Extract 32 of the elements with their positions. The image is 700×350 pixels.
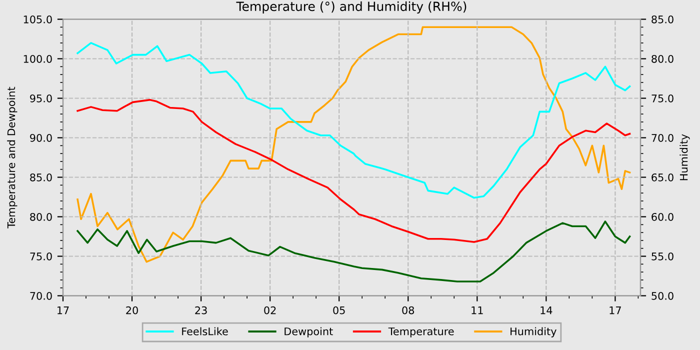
x-tick-label: 17: [58, 306, 69, 314]
legend-label: FeelsLike: [182, 327, 228, 336]
y-axis-title: Temperature and Dewpoint: [7, 86, 18, 228]
y2-axis-title: Humidity: [680, 134, 690, 180]
x-tick-label: 05: [333, 306, 345, 314]
x-tick-label: 14: [540, 306, 552, 314]
y-tick-label: 95.0: [30, 94, 52, 102]
y-tick-label: 85.0: [30, 173, 52, 182]
x-tick-label: 08: [402, 306, 414, 314]
legend-label: Humidity: [510, 327, 556, 338]
x-tick-label: 11: [472, 306, 483, 314]
y-tick-label: 75.0: [30, 252, 52, 260]
y2-tick-label: 75.0: [652, 94, 674, 102]
y-tick-label: 70.0: [30, 292, 52, 300]
y-tick-label: 105.0: [24, 15, 52, 24]
y2-tick-label: 50.0: [652, 292, 674, 300]
chart-title: Temperature (°) and Humidity (RH%): [236, 1, 466, 14]
y2-tick-label: 85.0: [652, 15, 674, 24]
y2-tick-label: 60.0: [652, 212, 674, 221]
y2-tick-label: 65.0: [652, 173, 674, 182]
y-tick-label: 90.0: [30, 134, 52, 142]
x-tick-label: 17: [610, 306, 621, 314]
y2-tick-label: 70.0: [652, 134, 674, 142]
y-tick-label: 80.0: [30, 212, 52, 221]
y-tick-label: 100.0: [24, 54, 52, 63]
x-tick-label: 20: [126, 306, 138, 314]
y2-tick-label: 80.0: [652, 54, 674, 63]
legend-label: Temperature: [388, 328, 454, 338]
y2-tick-label: 55.0: [652, 252, 674, 260]
legend-label: Dewpoint: [284, 327, 333, 338]
x-tick-label: 23: [195, 306, 207, 314]
x-tick-label: 02: [264, 306, 276, 314]
